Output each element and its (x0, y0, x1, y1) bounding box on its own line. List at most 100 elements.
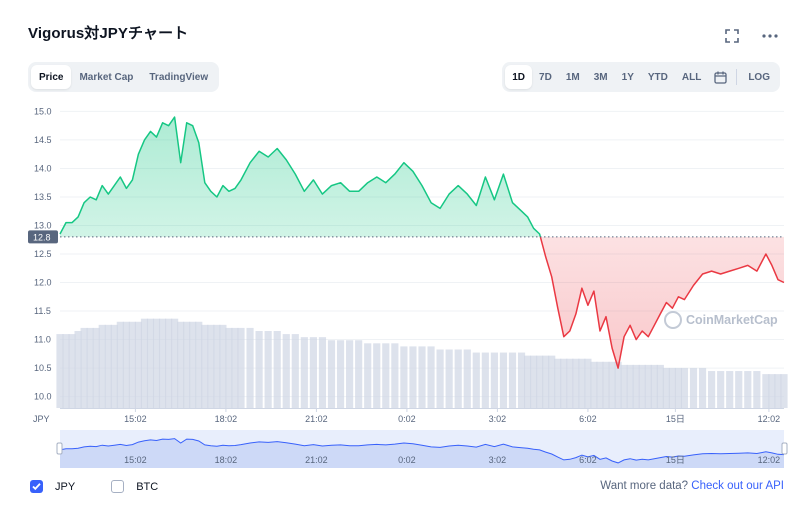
volume-bar (427, 346, 435, 408)
volume-bar (454, 349, 462, 408)
volume-bar (762, 374, 770, 408)
navigator-tick-label: 21:02 (305, 455, 328, 465)
range-divider (736, 69, 738, 85)
price-chart[interactable]: 15.0 14.5 14.0 13.5 13.0 12.5 12.0 11.5 11.0 10.5… (0, 0, 800, 475)
y-tick-label: 13.0 (34, 220, 52, 230)
api-link[interactable]: Check out our API (691, 480, 784, 492)
y-tick-label: 14.5 (34, 135, 52, 145)
range-1d[interactable]: 1D (505, 65, 533, 89)
range-7d[interactable]: 7D (539, 71, 552, 83)
volume-bar (726, 371, 734, 408)
calendar-button[interactable] (708, 65, 732, 89)
volume-bar (246, 327, 254, 408)
tab-price[interactable]: Price (31, 65, 72, 89)
volume-bar (327, 340, 336, 408)
tab-market-cap[interactable]: Market Cap (79, 71, 134, 83)
volume-bar (436, 349, 444, 408)
volume-bar (237, 327, 245, 408)
volume-bar (689, 367, 698, 408)
volume-bar (110, 324, 118, 408)
jpy-checkbox[interactable] (30, 480, 43, 493)
volume-bar (128, 321, 136, 408)
volume-bar (231, 327, 239, 408)
navigator-area (60, 438, 784, 468)
volume-bar (662, 367, 670, 408)
legend-btc[interactable]: BTC (111, 480, 158, 493)
volume-bar (445, 349, 453, 408)
volume-bar (291, 334, 299, 408)
navigator-tick-label: 12:02 (758, 455, 781, 465)
volume-bar (560, 358, 568, 408)
volume-bar (80, 327, 88, 408)
watermark-text: CoinMarketCap (686, 313, 778, 327)
volume-bar (656, 364, 664, 408)
btc-checkbox[interactable] (111, 480, 125, 493)
range-ytd[interactable]: YTD (647, 71, 668, 83)
volume-bar (614, 361, 622, 408)
checkmark-icon (32, 483, 41, 491)
volume-bar (774, 374, 782, 408)
volume-bar (195, 321, 203, 408)
volume-bar (68, 334, 76, 408)
range-1y[interactable]: 1Y (621, 71, 634, 83)
legend-jpy[interactable]: JPY (30, 480, 75, 493)
reference-price-label: 12.8 (33, 232, 51, 242)
volume-bar (584, 358, 592, 408)
range-all[interactable]: ALL (681, 71, 702, 83)
volume-bar (708, 371, 716, 408)
y-tick-label: 14.0 (34, 163, 52, 173)
chart-type-tabs: Price Market Cap TradingView (28, 62, 220, 92)
volume-bar (780, 374, 788, 408)
price-line-down (539, 236, 785, 369)
volume-bar (189, 321, 197, 408)
volume-bar (499, 352, 508, 408)
y-tick-label: 12.0 (34, 278, 52, 288)
volume-bar (122, 321, 130, 408)
volume-bar (264, 331, 272, 408)
volume-bar (98, 324, 106, 408)
volume-bar (158, 318, 167, 408)
y-tick-label: 11.0 (34, 335, 51, 345)
legend-jpy-label: JPY (55, 480, 76, 493)
volume-bar (140, 318, 149, 408)
log-scale-toggle[interactable]: LOG (748, 71, 770, 83)
x-tick-label: 6:02 (579, 414, 597, 424)
x-tick-label: 15日 (666, 414, 685, 424)
volume-bar (517, 352, 526, 408)
chart-actions (722, 26, 780, 46)
volume-bar (578, 358, 586, 408)
y-tick-label: 13.5 (34, 192, 52, 202)
range-1m[interactable]: 1M (565, 71, 580, 83)
volume-bar (318, 337, 327, 408)
volume-bar (92, 327, 100, 408)
x-tick-label: 0:02 (398, 414, 416, 424)
volume-bar (146, 318, 155, 408)
price-line-up (59, 116, 542, 237)
x-axis-currency-label: JPY (33, 414, 50, 424)
volume-bar (225, 327, 233, 408)
volume-bar (490, 352, 498, 408)
volume-bar (382, 343, 390, 408)
tab-tradingview[interactable]: TradingView (149, 71, 209, 83)
volume-bar (626, 364, 634, 408)
more-icon[interactable] (760, 26, 780, 46)
y-tick-label: 15.0 (34, 106, 52, 116)
volume-bar (530, 355, 538, 408)
x-tick-label: 18:02 (215, 414, 238, 424)
volume-bar (219, 324, 227, 408)
volume-bar (56, 334, 64, 408)
volume-bar (273, 331, 281, 408)
volume-bar (104, 324, 112, 408)
reference-price-tag (28, 230, 58, 244)
legend-btc-label: BTC (136, 480, 159, 493)
volume-bar (608, 361, 616, 408)
volume-bar (171, 318, 179, 408)
volume-bar (548, 355, 556, 408)
fullscreen-icon[interactable] (722, 26, 742, 46)
volume-bar (744, 371, 752, 408)
volume-bar (523, 355, 532, 408)
range-3m[interactable]: 3M (593, 71, 608, 83)
volume-bar (62, 334, 70, 408)
coinmarketcap-logo-icon (664, 311, 682, 329)
volume-bar (463, 349, 471, 408)
